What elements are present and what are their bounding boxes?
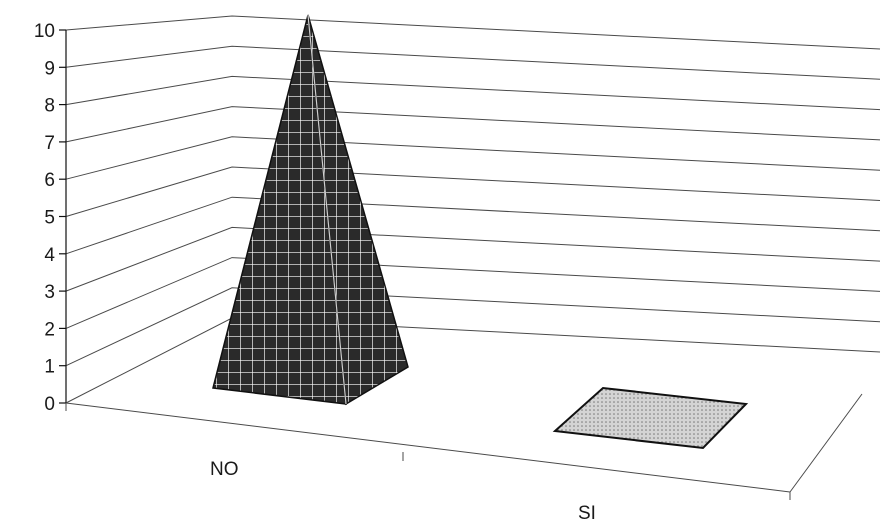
category-label-no: NO — [210, 459, 239, 480]
pyramid-front-face — [212, 14, 347, 405]
gridline — [65, 287, 881, 367]
gridline — [65, 136, 881, 180]
gridline — [65, 226, 881, 292]
gridline — [65, 75, 881, 111]
y-tick-labels: 0 1 2 3 4 5 6 7 8 9 10 — [34, 21, 56, 415]
y-tick-label: 4 — [44, 245, 55, 266]
y-tick-label: 0 — [44, 394, 55, 415]
category-label-si: SI — [578, 503, 596, 522]
pyramid-edge — [307, 14, 347, 405]
gridline — [65, 196, 881, 255]
y-tick-label: 3 — [44, 282, 55, 303]
chart-marks — [212, 14, 749, 450]
floor-right-edge — [789, 393, 863, 493]
y-tick-label: 8 — [44, 96, 55, 117]
y-tick-label: 7 — [44, 133, 55, 154]
bar-no-pyramid — [212, 14, 409, 406]
y-tick-label: 9 — [44, 58, 55, 79]
floor-front-edge — [65, 402, 791, 493]
gridline — [65, 317, 881, 404]
gridline — [65, 15, 881, 50]
gridline — [65, 166, 881, 217]
y-tick-label: 2 — [44, 319, 55, 340]
y-tick-label: 10 — [34, 21, 55, 42]
gridline — [65, 257, 881, 329]
bar-si-pyramid — [552, 386, 749, 450]
y-tick-label: 6 — [44, 170, 55, 191]
floor — [65, 393, 863, 500]
gridlines — [65, 15, 881, 404]
gridline — [65, 106, 881, 143]
y-axis — [59, 29, 67, 404]
pyramid-base-si — [552, 386, 749, 450]
gridline — [65, 45, 881, 80]
y-tick-label: 5 — [44, 208, 55, 229]
y-tick-label: 1 — [44, 357, 55, 378]
